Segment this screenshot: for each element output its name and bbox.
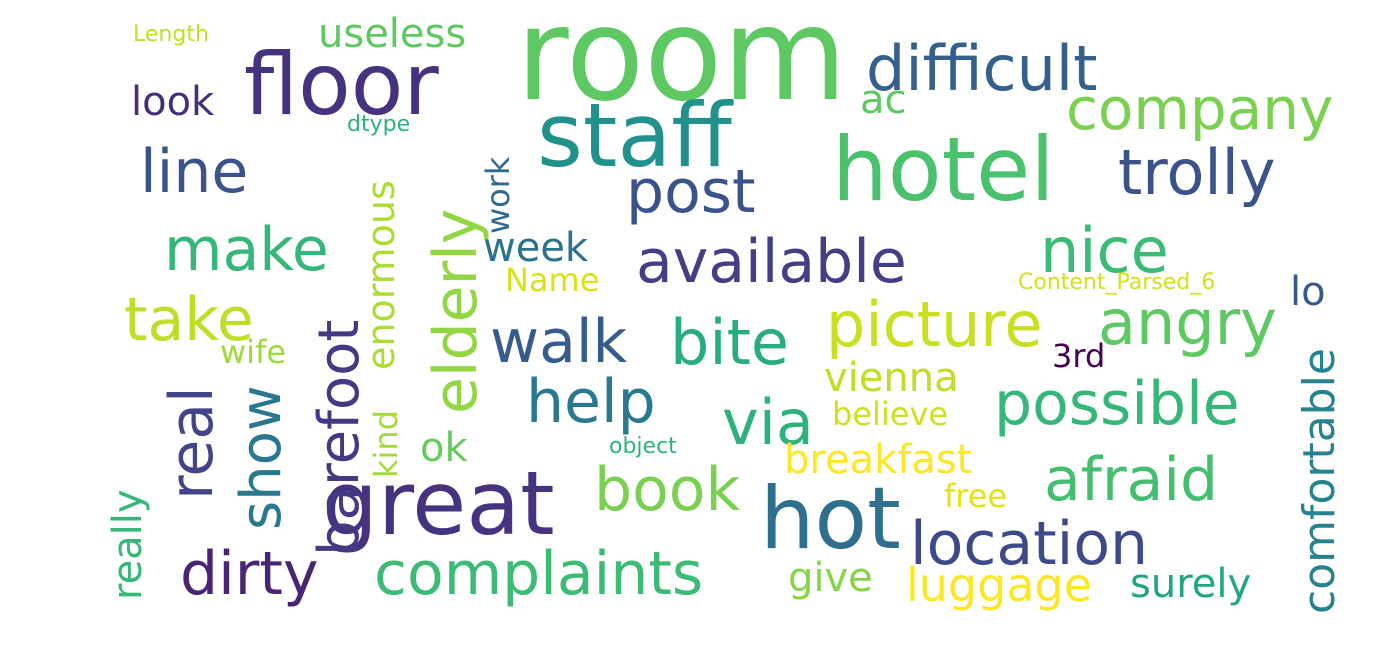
word-via: via — [722, 386, 814, 459]
word-staff: staff — [537, 84, 732, 187]
word-possible: possible — [994, 369, 1240, 439]
word-vienna: vienna — [824, 355, 959, 401]
word-surely: surely — [1130, 561, 1252, 607]
word-3rd: 3rd — [1052, 337, 1106, 375]
word-post: post — [626, 157, 756, 227]
word-afraid: afraid — [1044, 445, 1219, 515]
word-work: work — [479, 156, 517, 234]
word-show: show — [229, 385, 294, 530]
word-company: company — [1066, 75, 1334, 143]
word-hotel: hotel — [832, 118, 1055, 221]
word-breakfast: breakfast — [784, 437, 973, 483]
word-week: week — [483, 225, 589, 271]
word-free: free — [944, 477, 1008, 515]
word-help: help — [526, 367, 656, 437]
word-enormous: enormous — [359, 180, 403, 370]
word-ok: ok — [420, 425, 468, 471]
word-look: look — [131, 79, 215, 125]
word-nice: nice — [1040, 214, 1169, 287]
word-hot: hot — [760, 469, 901, 569]
word-available: available — [636, 227, 907, 297]
word-believe: believe — [832, 395, 949, 433]
word-name: Name — [505, 261, 600, 299]
word-book: book — [594, 455, 741, 525]
word-room: room — [516, 0, 848, 130]
word-location: location — [910, 509, 1149, 579]
word-lo: lo — [1290, 269, 1326, 315]
word-trolly: trolly — [1118, 136, 1276, 209]
word-dtype: dtype — [347, 112, 411, 137]
word-complaints: complaints — [374, 539, 704, 609]
word-content-parsed-6: Content_Parsed_6 — [1018, 270, 1216, 295]
word-kind: kind — [367, 409, 405, 478]
word-floor: floor — [244, 35, 439, 135]
word-great: great — [322, 452, 555, 555]
word-make: make — [164, 215, 329, 285]
word-comfortable: comfortable — [1294, 348, 1345, 614]
word-luggage: luggage — [906, 558, 1093, 612]
word-take: take — [124, 285, 254, 355]
word-object: object — [609, 434, 677, 459]
word-really: really — [105, 489, 151, 600]
word-ac: ac — [860, 77, 907, 123]
word-length: Length — [133, 22, 209, 47]
word-wife: wife — [220, 333, 287, 371]
word-line: line — [140, 137, 249, 207]
word-dirty: dirty — [180, 539, 319, 609]
word-useless: useless — [318, 11, 467, 57]
word-picture: picture — [826, 288, 1043, 361]
word-bite: bite — [670, 306, 790, 379]
word-difficult: difficult — [866, 32, 1098, 105]
word-real: real — [157, 386, 227, 500]
word-give: give — [788, 555, 873, 601]
word-angry: angry — [1098, 286, 1277, 359]
word-walk: walk — [490, 307, 628, 377]
word-elderly: elderly — [421, 208, 491, 414]
